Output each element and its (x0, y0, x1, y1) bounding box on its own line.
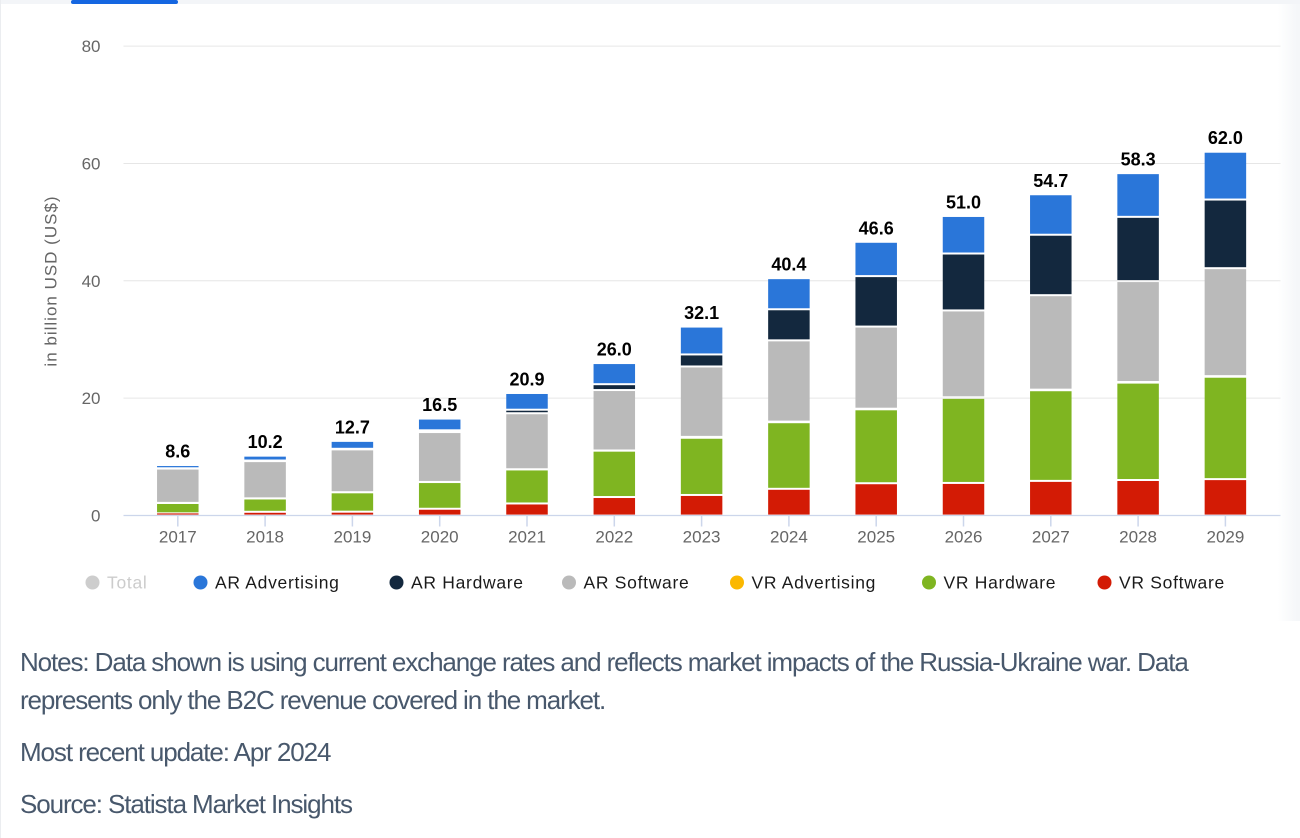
svg-text:26.0: 26.0 (597, 340, 632, 360)
svg-text:80: 80 (82, 37, 101, 56)
svg-text:VR Software: VR Software (1119, 573, 1225, 593)
svg-text:12.7: 12.7 (335, 417, 370, 437)
svg-text:10.2: 10.2 (248, 432, 283, 452)
svg-text:2021: 2021 (508, 528, 546, 547)
svg-text:2018: 2018 (246, 528, 284, 547)
svg-text:2029: 2029 (1206, 528, 1244, 547)
svg-text:40: 40 (82, 272, 101, 291)
svg-text:2026: 2026 (945, 528, 983, 547)
svg-text:2020: 2020 (421, 528, 459, 547)
svg-text:2025: 2025 (857, 528, 895, 547)
svg-text:62.0: 62.0 (1208, 128, 1243, 148)
svg-text:2022: 2022 (595, 528, 633, 547)
svg-text:16.5: 16.5 (422, 395, 457, 415)
svg-text:20: 20 (82, 389, 101, 408)
svg-text:2019: 2019 (333, 528, 371, 547)
svg-text:58.3: 58.3 (1121, 150, 1156, 170)
svg-text:VR Advertising: VR Advertising (752, 573, 877, 593)
svg-text:0: 0 (91, 507, 100, 526)
svg-text:8.6: 8.6 (165, 442, 190, 462)
svg-text:40.4: 40.4 (771, 255, 806, 275)
svg-text:2028: 2028 (1119, 528, 1157, 547)
svg-text:VR Hardware: VR Hardware (944, 573, 1057, 593)
svg-text:AR Hardware: AR Hardware (411, 573, 524, 593)
svg-text:2023: 2023 (683, 528, 721, 547)
svg-text:AR Advertising: AR Advertising (215, 573, 340, 593)
svg-text:51.0: 51.0 (946, 193, 981, 213)
svg-text:in billion USD (US$): in billion USD (US$) (42, 195, 61, 366)
svg-text:20.9: 20.9 (509, 370, 544, 390)
svg-text:32.1: 32.1 (684, 303, 719, 323)
svg-text:54.7: 54.7 (1033, 171, 1068, 191)
svg-text:46.6: 46.6 (859, 218, 894, 238)
svg-text:AR Software: AR Software (584, 573, 690, 593)
svg-text:Total: Total (107, 573, 147, 593)
svg-text:2017: 2017 (159, 528, 197, 547)
svg-text:60: 60 (82, 155, 101, 174)
svg-text:2024: 2024 (770, 528, 808, 547)
svg-text:2027: 2027 (1032, 528, 1070, 547)
